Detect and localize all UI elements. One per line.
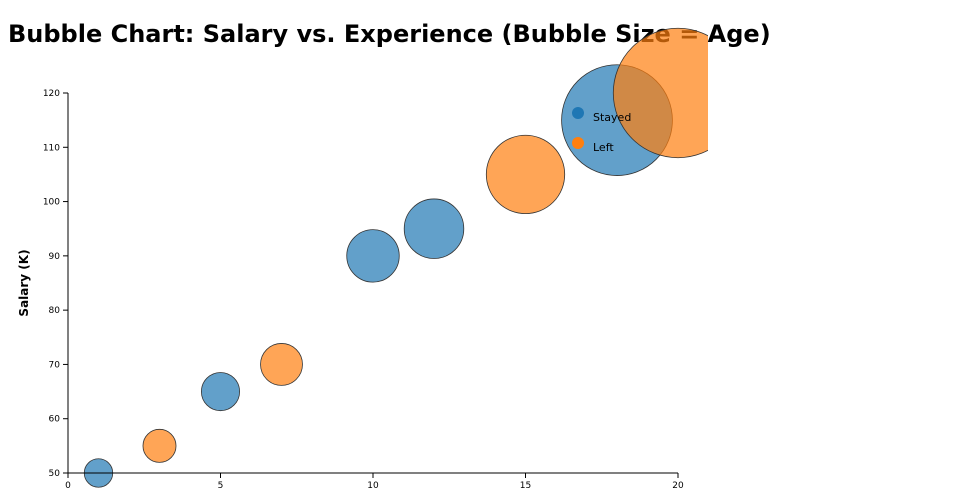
bubble-left-1 xyxy=(260,343,303,386)
bubble-stayed-1 xyxy=(200,372,241,412)
x-tick-label: 15 xyxy=(520,481,531,491)
bubble-left-0 xyxy=(142,428,177,463)
y-axis-title: Salary (K) xyxy=(17,249,31,316)
y-tick-label: 80 xyxy=(49,306,61,316)
bubble-left-3 xyxy=(612,27,708,159)
y-tick-label: 90 xyxy=(49,252,61,262)
y-tick-label: 120 xyxy=(43,89,60,99)
axes: 0 5 10 15 20 50 60 70 80 90 100 110 120 xyxy=(43,89,684,491)
legend-marker-left xyxy=(572,137,584,149)
bubble-stayed-3 xyxy=(403,198,465,259)
bubble-left-2 xyxy=(485,134,566,215)
x-tick-label: 20 xyxy=(672,481,684,491)
y-tick-label: 110 xyxy=(43,143,60,153)
y-tick-label: 70 xyxy=(49,360,61,370)
bubble-layer xyxy=(83,27,708,488)
legend-label-left: Left xyxy=(593,141,614,154)
y-tick-label: 100 xyxy=(43,198,60,208)
legend-label-stayed: Stayed xyxy=(593,111,631,124)
y-tick-label: 50 xyxy=(49,469,61,479)
bubble-stayed-2 xyxy=(346,229,400,283)
y-tick-label: 60 xyxy=(49,415,61,425)
legend: Stayed Left xyxy=(572,107,631,154)
legend-marker-stayed xyxy=(572,107,584,119)
x-tick-label: 0 xyxy=(65,481,71,491)
x-tick-label: 10 xyxy=(367,481,379,491)
x-tick-label: 5 xyxy=(218,481,224,491)
